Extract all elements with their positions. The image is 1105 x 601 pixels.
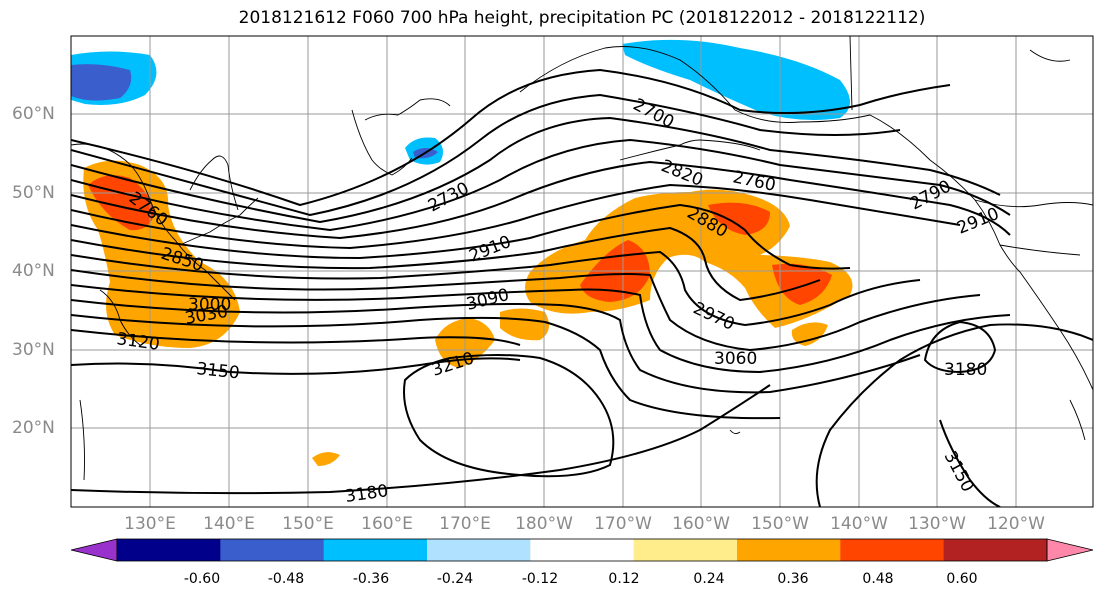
colorbar-tick-label: 0.24 [693, 571, 724, 587]
colorbar-tick-label: -0.12 [522, 571, 558, 587]
lon-label: 150°W [751, 514, 809, 534]
lon-label: 140°W [830, 514, 888, 534]
lon-label: 160°W [672, 514, 730, 534]
lat-label-40n: 40°N [12, 261, 55, 281]
contour-label: 3180 [944, 360, 987, 380]
lat-label-30n: 30°N [12, 340, 55, 360]
lon-label: 130°E [124, 514, 176, 534]
colorbar-tick-label: -0.36 [353, 571, 389, 587]
colorbar-tick-label: 0.48 [862, 571, 893, 587]
contour-label: 3060 [714, 349, 757, 369]
colorbar-tick-label: 0.60 [946, 571, 977, 587]
lon-label: 170°W [594, 514, 652, 534]
lon-label: 140°E [203, 514, 255, 534]
lat-label-60n: 60°N [12, 104, 55, 124]
lon-label: 170°E [439, 514, 491, 534]
lon-label: 120°W [987, 514, 1045, 534]
colorbar-tick-label: -0.60 [184, 571, 220, 587]
lon-label: 180°W [515, 514, 573, 534]
lat-label-20n: 20°N [12, 418, 55, 438]
colorbar-tick-label: 0.36 [777, 571, 808, 587]
lat-label-50n: 50°N [12, 183, 55, 203]
colorbar-tick-label: 0.12 [608, 571, 639, 587]
lon-label: 130°W [908, 514, 966, 534]
colorbar-tick-label: -0.24 [437, 571, 473, 587]
colorbar-tick-label: -0.48 [268, 571, 304, 587]
lon-label: 160°E [361, 514, 413, 534]
lon-label: 150°E [282, 514, 334, 534]
